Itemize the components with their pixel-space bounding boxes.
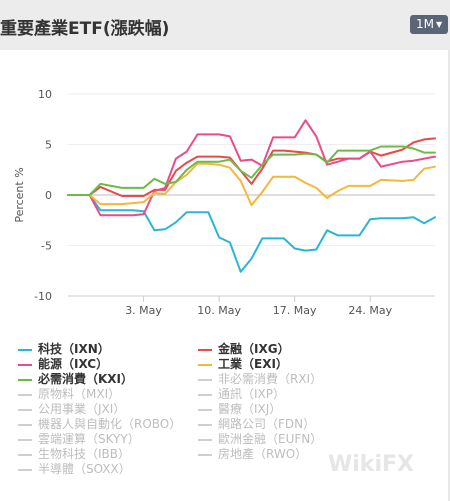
legend-swatch — [18, 363, 32, 366]
legend-swatch — [198, 423, 212, 426]
legend-label: 金融（IXG） — [218, 342, 290, 356]
x-tick-label: 17. May — [273, 304, 317, 317]
legend-item[interactable]: 工業（EXI） — [198, 355, 288, 372]
legend-item[interactable]: 通訊（IXP） — [198, 385, 285, 402]
legend-label: 歐洲金融（EUFN） — [218, 432, 323, 446]
legend-swatch — [198, 393, 212, 396]
legend-item[interactable]: 能源（IXC） — [18, 355, 108, 372]
legend-item[interactable]: 房地產（RWO） — [198, 445, 307, 462]
legend-label: 能源（IXC） — [38, 357, 109, 371]
legend-item[interactable]: 半導體（SOXX） — [18, 460, 131, 477]
range-label: 1M — [416, 17, 434, 31]
legend-swatch — [198, 378, 212, 381]
legend-item[interactable]: 歐洲金融（EUFN） — [198, 430, 322, 447]
legend-label: 科技（IXN） — [38, 342, 110, 356]
legend-item[interactable]: 網路公司（FDN） — [198, 415, 315, 432]
legend-item[interactable]: 原物料（MXI） — [18, 385, 120, 402]
chart-header: 重要產業ETF(漲跌幅) 1M ▼ — [0, 0, 450, 50]
legend-item[interactable]: 生物科技（IBB） — [18, 445, 130, 462]
legend-label: 網路公司（FDN） — [218, 417, 316, 431]
legend-swatch — [198, 438, 212, 441]
x-tick-label: 3. May — [125, 304, 162, 317]
legend-swatch — [18, 408, 32, 411]
legend-label: 非必需消費（RXI） — [218, 372, 323, 386]
legend-label: 房地產（RWO） — [218, 447, 308, 461]
legend-label: 原物料（MXI） — [38, 387, 121, 401]
series-line — [67, 145, 436, 196]
chart-panel — [0, 50, 448, 501]
legend-swatch — [18, 348, 32, 351]
legend-label: 機器人與自動化（ROBO） — [38, 417, 182, 431]
series-line — [67, 119, 436, 217]
x-tick-label: 24. May — [348, 304, 392, 317]
legend-swatch — [18, 393, 32, 396]
legend-item[interactable]: 金融（IXG） — [198, 340, 290, 357]
legend-item[interactable]: 科技（IXN） — [18, 340, 110, 357]
legend-swatch — [18, 438, 32, 441]
legend-swatch — [18, 378, 32, 381]
legend-item[interactable]: 公用事業（JXI） — [18, 400, 125, 417]
y-tick-label: -10 — [34, 290, 52, 303]
legend-label: 必需消費（KXI） — [38, 372, 134, 386]
legend-item[interactable]: 機器人與自動化（ROBO） — [18, 415, 181, 432]
legend-label: 半導體（SOXX） — [38, 462, 131, 476]
legend-item[interactable]: 必需消費（KXI） — [18, 370, 133, 387]
legend-swatch — [198, 363, 212, 366]
legend-swatch — [198, 348, 212, 351]
legend-item[interactable]: 醫療（IXJ） — [198, 400, 281, 417]
y-tick-label: 0 — [45, 189, 52, 202]
legend-item[interactable]: 非必需消費（RXI） — [198, 370, 322, 387]
series-line — [67, 194, 436, 273]
legend-label: 公用事業（JXI） — [38, 402, 126, 416]
legend-swatch — [18, 468, 32, 471]
y-axis-label: Percent % — [13, 167, 26, 222]
legend-item[interactable]: 雲端運算（SKYY） — [18, 430, 140, 447]
y-tick-label: -5 — [41, 240, 52, 253]
legend-swatch — [198, 453, 212, 456]
chart-title: 重要產業ETF(漲跌幅) — [0, 19, 170, 39]
y-tick-label: 10 — [38, 88, 52, 101]
legend-label: 生物科技（IBB） — [38, 447, 131, 461]
legend-swatch — [198, 408, 212, 411]
legend-swatch — [18, 453, 32, 456]
x-tick-label: 10. May — [197, 304, 241, 317]
legend-label: 醫療（IXJ） — [218, 402, 282, 416]
watermark: WikiFX — [328, 452, 414, 477]
y-tick-label: 5 — [45, 139, 52, 152]
line-chart: 10 5 0 -5 -10 Percent % 3. May 10. May 17. May 24… — [13, 88, 436, 317]
legend-label: 雲端運算（SKYY） — [38, 432, 140, 446]
legend-label: 工業（EXI） — [218, 357, 288, 371]
range-dropdown-button[interactable]: 1M ▼ — [410, 15, 449, 34]
caret-down-icon: ▼ — [436, 20, 443, 29]
legend-swatch — [18, 423, 32, 426]
series-line — [67, 162, 436, 207]
legend-label: 通訊（IXP） — [218, 387, 285, 401]
